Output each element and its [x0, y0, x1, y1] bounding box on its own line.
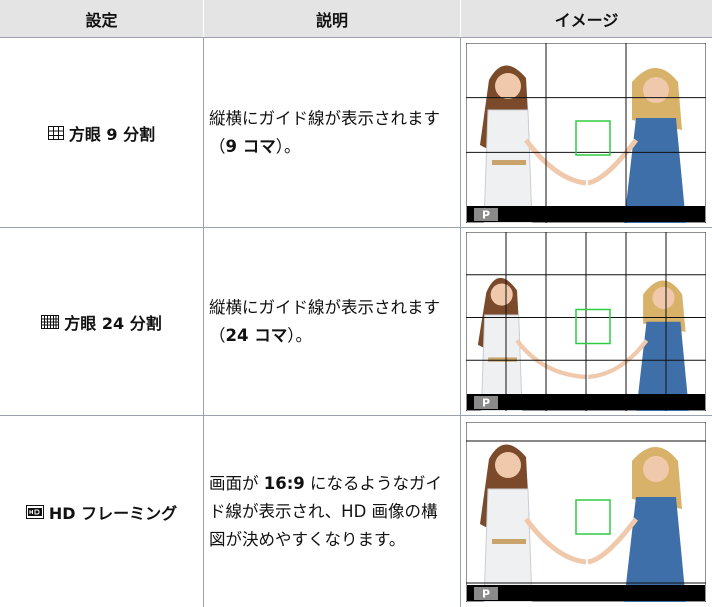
face — [643, 76, 669, 103]
belt — [488, 357, 517, 362]
col-line — [203, 37, 204, 607]
text: ）。 — [275, 136, 301, 156]
image-cell: P — [460, 38, 712, 227]
face — [495, 72, 521, 99]
face — [652, 286, 675, 309]
col-line — [460, 37, 461, 607]
description-cell: 画面が 16:9 になるようなガイド線が表示され、HD 画像の構図が決めやすくな… — [203, 416, 460, 607]
header-text: イメージ — [554, 10, 619, 30]
arm — [524, 137, 587, 185]
image-cell: P — [460, 416, 712, 607]
setting-cell: HD フレーミング — [0, 416, 203, 607]
header-cell: 設定 — [0, 0, 203, 37]
mode-badge — [474, 396, 498, 409]
grid-icon — [47, 125, 64, 140]
row-line — [0, 227, 712, 228]
row-line — [0, 415, 712, 416]
bold-text: 24 コマ — [225, 325, 288, 345]
mode-label: P — [482, 587, 490, 600]
setting-cell: 方眼 24 分割 — [0, 228, 203, 415]
header-cell: イメージ — [461, 0, 712, 37]
focus-frame — [575, 119, 611, 156]
setting-text: HD フレーミング — [48, 503, 178, 523]
text: 縦横にガイド線が表示されます（ — [209, 108, 440, 156]
arm — [587, 339, 649, 380]
bold-text: 16:9 — [263, 473, 305, 493]
description: 画面が 16:9 になるようなガイド線が表示され、HD 画像の構図が決めやすくな… — [209, 470, 454, 554]
focus-frame — [575, 498, 611, 535]
dress — [483, 488, 533, 602]
face — [495, 451, 521, 478]
dress — [483, 109, 533, 223]
description-cell: 縦横にガイド線が表示されます（24 コマ）。 — [203, 228, 460, 415]
setting-text: 方眼 24 分割 — [64, 313, 162, 333]
belt — [492, 159, 526, 165]
arm — [587, 137, 638, 185]
arm — [524, 516, 587, 564]
header-cell: 説明 — [204, 0, 460, 37]
dress — [624, 496, 686, 602]
status-bar — [467, 394, 705, 410]
image-cell: P — [460, 228, 712, 415]
col-line — [203, 0, 204, 37]
setting-cell: 方眼 9 分割 — [0, 38, 203, 227]
preview-image: P — [466, 42, 706, 223]
dress — [624, 117, 686, 223]
row-line — [0, 37, 712, 38]
hd-icon — [25, 504, 44, 519]
description: 縦横にガイド線が表示されます（24 コマ）。 — [209, 294, 454, 350]
col-line — [460, 0, 461, 37]
belt — [492, 538, 526, 544]
header-text: 設定 — [85, 10, 118, 30]
arm — [515, 339, 587, 380]
dress — [636, 321, 689, 411]
arm — [587, 516, 638, 564]
mode-label: P — [482, 397, 490, 410]
setting-text: 方眼 9 分割 — [68, 124, 156, 144]
grid-icon — [41, 314, 60, 329]
text: 縦横にガイド線が表示されます（ — [209, 297, 440, 345]
mode-badge — [474, 207, 498, 221]
description: 縦横にガイド線が表示されます（9 コマ）。 — [209, 105, 454, 161]
header-text: 説明 — [315, 10, 348, 30]
bold-text: 9 コマ — [225, 136, 276, 156]
mode-badge — [474, 586, 498, 600]
preview-image: P — [466, 421, 706, 602]
face — [643, 455, 669, 482]
status-bar — [467, 584, 705, 601]
text: 画面が — [209, 473, 264, 493]
dress — [480, 314, 523, 411]
focus-frame — [575, 308, 611, 345]
text: ）。 — [287, 325, 312, 345]
preview-image: P — [466, 232, 706, 411]
mode-label: P — [482, 208, 490, 221]
text: になるようなガイド線が表示され、HD 画像の構図が決めやすくなります。 — [209, 473, 443, 549]
description-cell: 縦横にガイド線が表示されます（9 コマ）。 — [203, 38, 460, 227]
status-bar — [467, 205, 705, 222]
face — [490, 283, 513, 306]
